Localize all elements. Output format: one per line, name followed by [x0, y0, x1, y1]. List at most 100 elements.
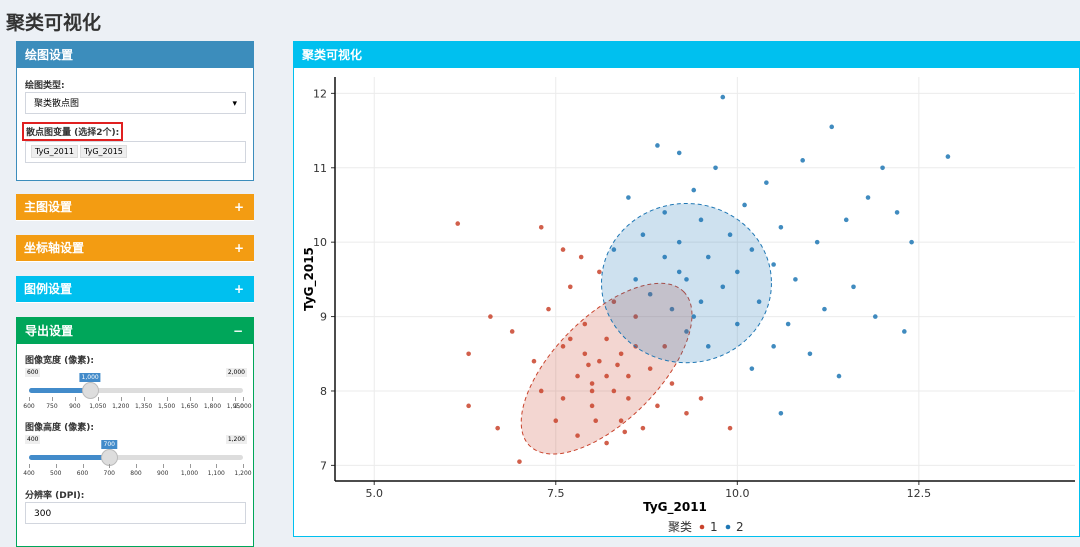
slider-tick — [82, 464, 84, 468]
legend-label: 1 — [710, 520, 718, 534]
slider[interactable]: 600 2,000 1,000 600 750 900 1,050 1,200 1,350 1,5… — [23, 368, 252, 428]
slider-tick — [143, 397, 145, 401]
box-header[interactable]: 图例设置 + — [16, 276, 254, 302]
point — [615, 362, 620, 368]
tag[interactable]: TyG_2011 — [31, 145, 78, 158]
slider-tick-label: 750 — [46, 403, 58, 410]
slider-tick-label: 400 — [23, 470, 35, 477]
tag[interactable]: TyG_2015 — [79, 145, 127, 158]
y-tick-label: 12 — [313, 87, 327, 100]
y-tick-label: 10 — [313, 236, 327, 249]
box-header[interactable]: 绘图设置 — [17, 42, 253, 68]
y-tick-label: 9 — [320, 311, 327, 324]
point — [771, 344, 776, 349]
x-tick-label: 7.5 — [547, 487, 565, 500]
point — [720, 284, 726, 290]
slider-tick-label: 1,350 — [135, 403, 153, 410]
x-tick-label: 5.0 — [365, 487, 383, 500]
point — [785, 321, 791, 327]
slider[interactable]: 400 1,200 700 400 500 600 700 800 900 1,000 1,100 1… — [23, 435, 252, 495]
expand-icon[interactable]: + — [233, 200, 244, 214]
point — [466, 351, 471, 357]
point — [735, 321, 740, 327]
cluster-ellipse — [520, 282, 693, 455]
y-tick-label: 11 — [313, 162, 327, 175]
point — [749, 247, 755, 252]
point — [647, 291, 653, 297]
slider-tick — [189, 464, 191, 468]
point — [705, 254, 711, 260]
field-label: 散点图变量 (选择2个): — [22, 122, 124, 141]
box-header[interactable]: 坐标轴设置 + — [16, 235, 254, 261]
point — [538, 224, 544, 230]
point — [836, 373, 842, 379]
legend: 聚类 1 2 — [668, 520, 744, 534]
slider-tick-label: 1,950 — [226, 403, 244, 410]
point — [669, 306, 675, 312]
slider-track — [29, 388, 243, 393]
select-value: 聚类散点图 — [34, 99, 80, 109]
point — [771, 262, 776, 267]
point — [720, 94, 726, 100]
slider-fill — [29, 388, 91, 393]
slider-tick-label: 600 — [76, 470, 89, 477]
point — [622, 429, 628, 435]
point — [611, 247, 617, 252]
slider-tick — [74, 397, 76, 401]
point — [727, 425, 733, 431]
point — [604, 373, 609, 379]
point — [567, 336, 573, 342]
select[interactable]: 聚类散点图 ▾ — [25, 92, 246, 114]
slider-tick-label: 1,050 — [89, 403, 107, 410]
point — [662, 254, 667, 260]
point — [894, 210, 900, 215]
point — [829, 124, 835, 130]
point — [814, 239, 820, 245]
point — [633, 314, 638, 319]
point — [851, 284, 856, 290]
point — [488, 314, 493, 319]
point — [843, 217, 849, 223]
slider-handle[interactable] — [82, 382, 100, 399]
export-box: 导出设置 − 图像宽度 (像素): 600 2,000 1,000 600 750 900 1… — [16, 317, 254, 547]
point — [705, 344, 711, 349]
plot-settings-box: 绘图设置 绘图类型: 聚类散点图 ▾ 散点图变量 (选择2个): TyG_2011… — [16, 41, 254, 181]
slider-tick-label: 1,100 — [207, 470, 225, 477]
point — [538, 388, 544, 394]
slider-track — [29, 455, 243, 460]
point — [640, 425, 646, 431]
point — [822, 306, 827, 312]
box-header[interactable]: 主图设置 + — [16, 194, 254, 220]
panel-header: 聚类可视化 — [294, 42, 1079, 68]
legend-swatch — [699, 524, 705, 530]
point — [647, 366, 653, 371]
point — [807, 351, 813, 357]
number-input[interactable]: 300 — [25, 502, 246, 524]
point — [727, 232, 733, 238]
point — [618, 418, 624, 424]
page-title: 聚类可视化 — [6, 12, 102, 34]
point — [517, 459, 522, 464]
point — [662, 344, 667, 349]
collapse-icon[interactable]: − — [232, 324, 243, 338]
multi-select[interactable]: TyG_2011 TyG_2015 — [25, 141, 246, 163]
slider-tick — [136, 464, 137, 468]
point — [749, 366, 755, 371]
field-label: 分辨率 (DPI): — [25, 491, 85, 501]
slider-tick — [166, 397, 168, 401]
expand-icon[interactable]: + — [233, 241, 244, 255]
box-title: 导出设置 — [25, 324, 74, 338]
point — [909, 239, 914, 245]
point — [604, 336, 609, 342]
point — [611, 299, 617, 304]
point — [582, 321, 588, 327]
expand-icon[interactable]: + — [233, 282, 244, 296]
slider-tick-label: 700 — [103, 470, 115, 477]
field-label: 图像高度 (像素): — [25, 423, 94, 433]
point — [684, 277, 689, 282]
box-header[interactable]: 导出设置 − — [17, 318, 253, 344]
point — [589, 381, 595, 386]
collapsed-box: 图例设置 + — [16, 276, 254, 303]
slider-tick-label: 900 — [157, 470, 169, 477]
slider-value: 1,000 — [79, 373, 101, 382]
